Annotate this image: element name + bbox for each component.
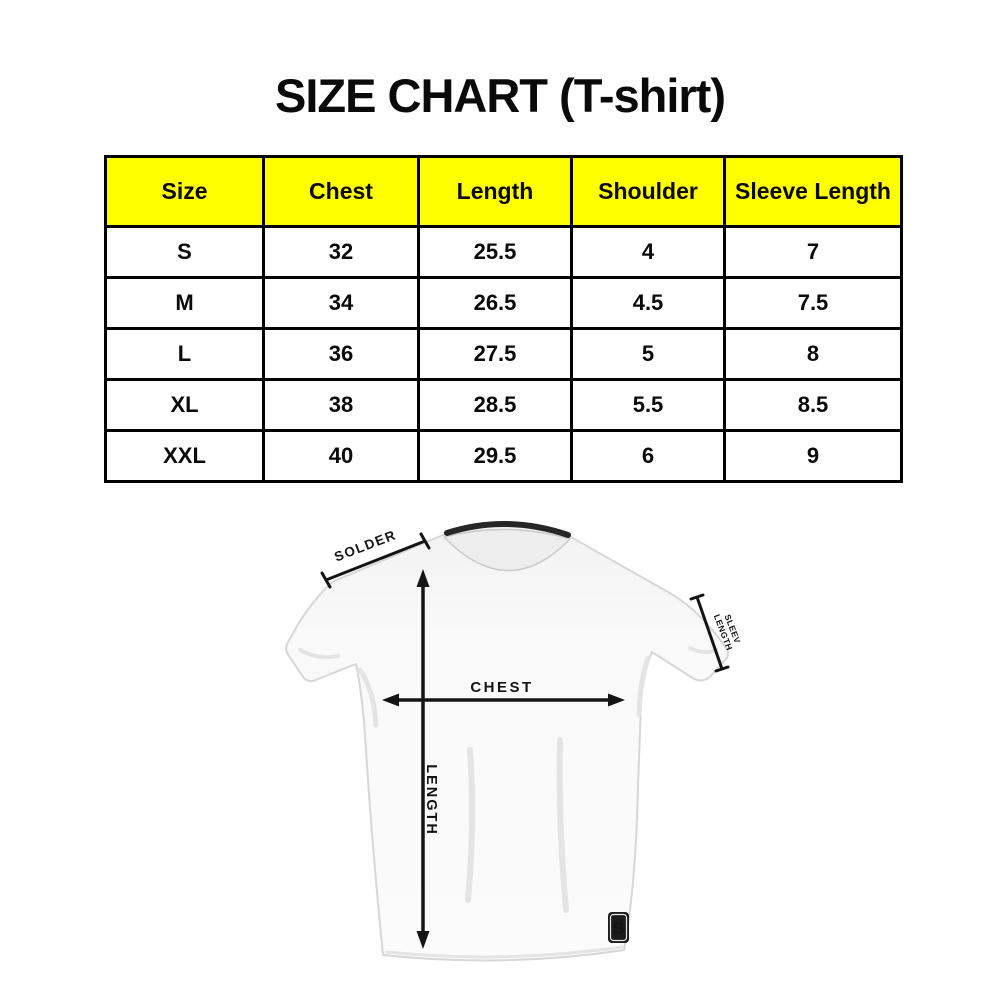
cell-chest: 38 <box>262 378 420 432</box>
cell-chest: 36 <box>262 327 420 381</box>
cell-length: 29.5 <box>417 429 573 483</box>
cell-length: 28.5 <box>417 378 573 432</box>
cell-shoulder: 5 <box>570 327 726 381</box>
shirt-fold <box>556 737 569 913</box>
cell-size: XL <box>104 378 265 432</box>
cell-shoulder: 4 <box>570 225 726 279</box>
tshirt-body <box>285 524 730 962</box>
cell-size: XXL <box>104 429 265 483</box>
cell-length: 27.5 <box>417 327 573 381</box>
cell-chest: 32 <box>262 225 420 279</box>
cell-sleeve: 8.5 <box>723 378 903 432</box>
collar-band <box>444 521 571 538</box>
cell-size: L <box>104 327 265 381</box>
neck-opening <box>443 528 572 572</box>
size-chart-table: Size Chest Length Shoulder Sleeve Length… <box>104 155 903 483</box>
brand-tag-letter: S <box>612 918 626 938</box>
length-label: LENGTH <box>423 764 439 836</box>
shirt-fold <box>298 648 340 660</box>
shirt-hem-shadow <box>385 945 624 959</box>
cell-sleeve: 7.5 <box>723 276 903 330</box>
sleeve-measure-line: SLEEV LENGTH <box>689 593 743 673</box>
table-row-m: M 34 26.5 4.5 7.5 <box>104 276 903 330</box>
table-row-xl: XL 38 28.5 5.5 8.5 <box>104 378 903 432</box>
chest-label: CHEST <box>470 679 533 696</box>
shirt-fold <box>636 655 651 718</box>
cell-sleeve: 7 <box>723 225 903 279</box>
column-header-sleeve-length: Sleeve Length <box>723 155 903 228</box>
table-row-xxl: XXL 40 29.5 6 9 <box>104 429 903 483</box>
shirt-fold <box>465 747 476 903</box>
cell-chest: 40 <box>262 429 420 483</box>
cell-shoulder: 4.5 <box>570 276 726 330</box>
cell-size: S <box>104 225 265 279</box>
column-header-shoulder: Shoulder <box>570 155 726 228</box>
table-header-row: Size Chest Length Shoulder Sleeve Length <box>104 155 903 228</box>
table-row-l: L 36 27.5 5 8 <box>104 327 903 381</box>
cell-length: 25.5 <box>417 225 573 279</box>
brand-tag: S <box>608 912 629 943</box>
column-header-size: Size <box>104 155 265 228</box>
page-title: SIZE CHART (T-shirt) <box>275 69 726 122</box>
column-header-chest: Chest <box>262 155 420 228</box>
cell-shoulder: 6 <box>570 429 726 483</box>
chest-measure-arrow: CHEST <box>382 679 625 707</box>
cell-chest: 34 <box>262 276 420 330</box>
cell-sleeve: 9 <box>723 429 903 483</box>
cell-length: 26.5 <box>417 276 573 330</box>
length-measure-arrow: LENGTH <box>416 569 439 949</box>
tshirt-measurement-diagram: LENGTH CHEST SOLDER SLEEV LENGTH <box>285 521 743 962</box>
cell-size: M <box>104 276 265 330</box>
column-header-length: Length <box>417 155 573 228</box>
cell-shoulder: 5.5 <box>570 378 726 432</box>
table-row-s: S 32 25.5 4 7 <box>104 225 903 279</box>
shirt-fold <box>357 667 379 728</box>
cell-sleeve: 8 <box>723 327 903 381</box>
